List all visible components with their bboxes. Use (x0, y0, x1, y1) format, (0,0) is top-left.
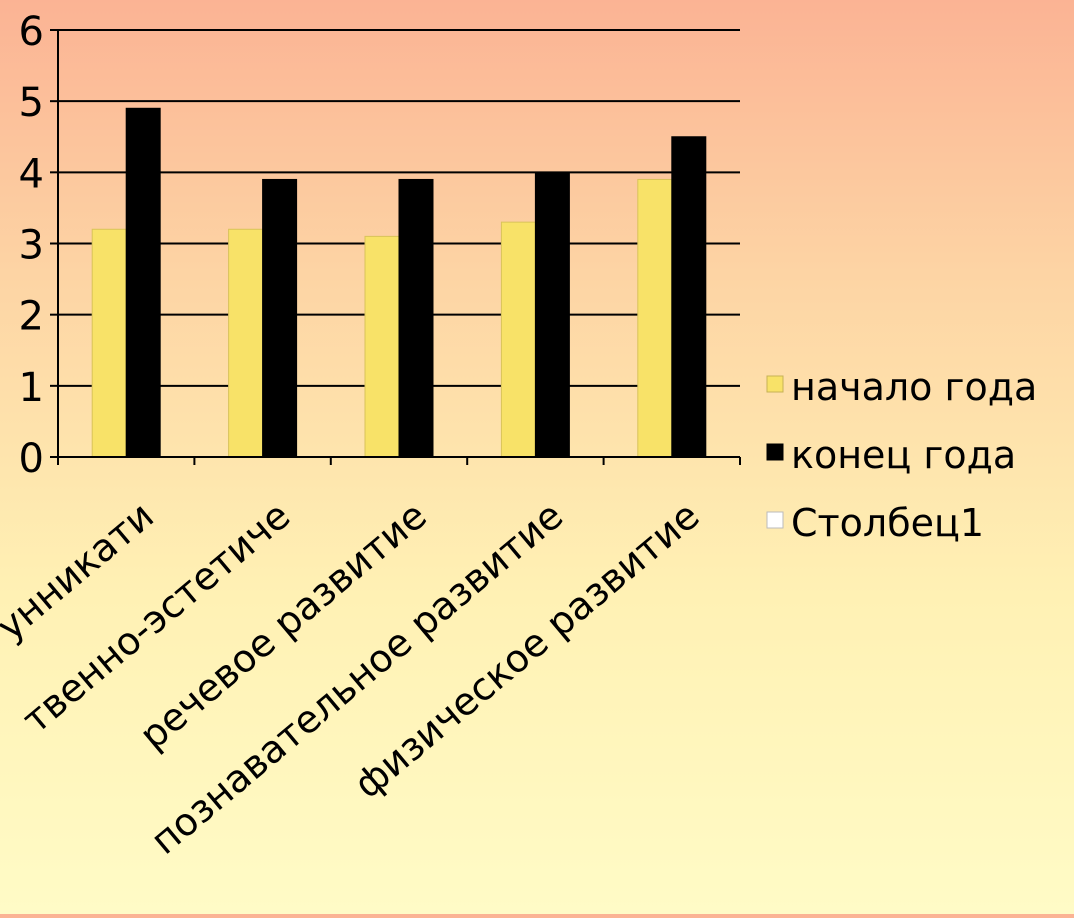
y-tick-label: 3 (19, 223, 44, 269)
bar-start-of-year (91, 228, 127, 458)
y-tick-label: 2 (19, 294, 44, 340)
bar-end-of-year (125, 107, 161, 458)
bar-end-of-year (534, 171, 570, 458)
y-tick-label: 6 (19, 9, 44, 55)
bar-end-of-year (398, 178, 434, 458)
axes (50, 29, 741, 465)
legend-swatch (766, 375, 784, 393)
bar-start-of-year (228, 228, 264, 458)
y-tick-label: 1 (19, 365, 44, 411)
legend-swatch (766, 511, 784, 529)
legend-label: конец года (791, 433, 1016, 477)
bar-start-of-year (364, 235, 400, 458)
legend: начало года конец года Столбец1 (766, 365, 1037, 545)
y-tick-label: 5 (19, 80, 44, 126)
bar-start-of-year (637, 178, 673, 458)
bar-start-of-year (500, 221, 536, 458)
legend-swatch (766, 443, 784, 461)
legend-label: Столбец1 (791, 501, 984, 545)
y-tick-label: 4 (19, 151, 44, 197)
bars (91, 107, 707, 458)
bar-end-of-year (671, 136, 707, 458)
y-tick-label: 0 (19, 436, 44, 482)
bar-end-of-year (262, 178, 298, 458)
legend-label: начало года (791, 365, 1037, 409)
y-tick-labels: 0 1 2 3 4 5 6 (19, 9, 44, 482)
